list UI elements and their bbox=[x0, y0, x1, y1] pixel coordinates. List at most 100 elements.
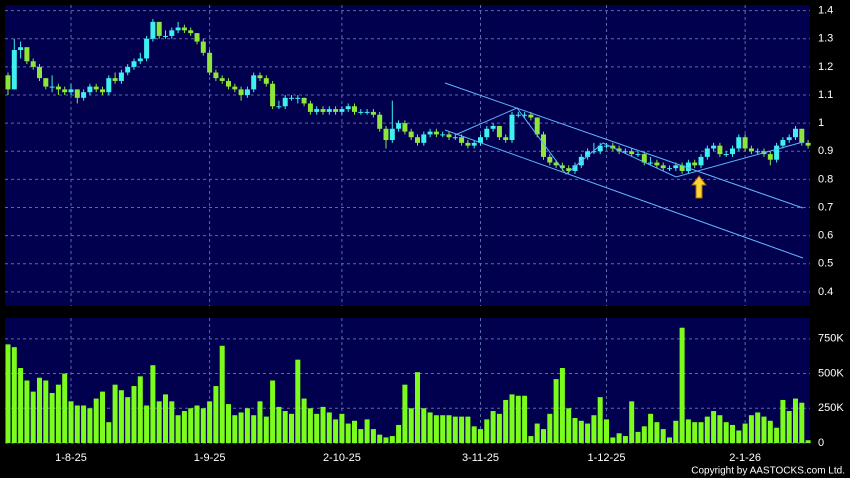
price-panel bbox=[5, 5, 810, 306]
volume-bar bbox=[452, 416, 458, 443]
volume-bar bbox=[648, 413, 654, 443]
candle-body bbox=[465, 142, 471, 146]
candle-body bbox=[604, 145, 609, 147]
candle-body bbox=[175, 27, 181, 31]
volume-bar bbox=[692, 422, 698, 443]
volume-bar bbox=[150, 365, 156, 443]
candle-body bbox=[93, 86, 99, 90]
volume-bar bbox=[761, 416, 767, 443]
candle-body bbox=[263, 78, 269, 84]
volume-bar bbox=[377, 434, 383, 443]
candle-body bbox=[723, 154, 729, 156]
volume-bar bbox=[748, 415, 754, 443]
y-tick-label: 1.4 bbox=[818, 5, 833, 17]
volume-bar bbox=[660, 429, 666, 443]
candle-body bbox=[692, 162, 698, 166]
candle-body bbox=[307, 103, 313, 112]
candle-body bbox=[591, 151, 597, 153]
candle-body bbox=[37, 66, 42, 79]
candle-body bbox=[118, 72, 124, 81]
volume-bar bbox=[572, 418, 578, 443]
volume-bar bbox=[673, 420, 679, 443]
candle-body bbox=[163, 35, 168, 37]
volume-bar bbox=[767, 420, 773, 443]
volume-bar bbox=[459, 416, 465, 443]
candle-body bbox=[295, 97, 301, 99]
candle-body bbox=[774, 145, 780, 160]
candle-body bbox=[320, 109, 326, 112]
candle-body bbox=[698, 156, 704, 166]
volume-bar bbox=[156, 401, 162, 443]
volume-bar bbox=[667, 437, 672, 443]
volume-bar bbox=[112, 384, 118, 443]
candle-body bbox=[358, 111, 364, 113]
candle-body bbox=[74, 89, 80, 98]
volume-bar bbox=[282, 411, 288, 443]
volume-bar bbox=[446, 415, 452, 443]
candle-body bbox=[194, 33, 200, 42]
volume-bar bbox=[786, 411, 792, 443]
volume-bar bbox=[496, 413, 502, 443]
candle-body bbox=[648, 162, 654, 164]
candle-body bbox=[402, 123, 408, 132]
volume-bar bbox=[370, 429, 376, 443]
candle-body bbox=[207, 52, 213, 73]
candle-body bbox=[100, 89, 105, 93]
volume-bar bbox=[389, 436, 395, 443]
y-tick-label: 1 bbox=[818, 117, 824, 129]
volume-bar bbox=[30, 391, 36, 443]
volume-bar bbox=[730, 424, 735, 443]
volume-bar bbox=[591, 415, 597, 443]
volume-bar bbox=[314, 413, 320, 443]
candle-body bbox=[5, 75, 11, 90]
volume-bar bbox=[679, 327, 685, 443]
candle-body bbox=[282, 97, 288, 107]
volume-bar bbox=[270, 380, 276, 443]
volume-bar bbox=[755, 412, 761, 443]
volume-bar bbox=[87, 408, 93, 443]
volume-bar bbox=[774, 427, 780, 443]
volume-bar bbox=[5, 344, 11, 443]
y-tick-label: 0.8 bbox=[818, 173, 833, 185]
candle-body bbox=[257, 75, 263, 79]
volume-bar bbox=[559, 368, 565, 443]
candle-body bbox=[226, 80, 231, 87]
candle-body bbox=[559, 165, 565, 169]
candle-body bbox=[635, 154, 641, 156]
candle-body bbox=[87, 86, 93, 93]
volume-bar bbox=[43, 380, 49, 443]
volume-bar bbox=[566, 408, 572, 443]
candle-body bbox=[125, 66, 131, 73]
volume-bar bbox=[55, 384, 61, 443]
volume-bar bbox=[18, 368, 24, 443]
candle-body bbox=[667, 168, 672, 170]
candle-body bbox=[200, 41, 206, 53]
candle-body bbox=[131, 61, 137, 67]
zigzag bbox=[454, 107, 804, 178]
y-tick-label: 0.9 bbox=[818, 145, 833, 157]
candle-body bbox=[11, 50, 17, 90]
candle-body bbox=[622, 151, 628, 153]
candle-body bbox=[452, 137, 458, 139]
y-tick-label: 0.6 bbox=[818, 230, 833, 242]
volume-bar bbox=[289, 413, 294, 443]
volume-bar bbox=[723, 422, 729, 443]
volume-bar bbox=[553, 379, 559, 443]
candle-body bbox=[629, 151, 635, 155]
volume-bar bbox=[604, 419, 609, 443]
volume-bar bbox=[440, 415, 446, 443]
y2-tick-label: 500K bbox=[818, 367, 844, 379]
candle-body bbox=[490, 125, 496, 129]
candle-body bbox=[711, 145, 717, 149]
x-tick-label: 2-10-25 bbox=[323, 452, 361, 464]
candle-body bbox=[484, 128, 490, 138]
candle-body bbox=[49, 86, 55, 88]
volume-bar bbox=[207, 401, 213, 443]
candle-body bbox=[24, 47, 30, 62]
candle-body bbox=[270, 83, 276, 107]
candle-body bbox=[585, 151, 591, 157]
candle-body bbox=[547, 156, 553, 163]
candle-body bbox=[352, 106, 357, 112]
volume-bar bbox=[213, 386, 219, 443]
